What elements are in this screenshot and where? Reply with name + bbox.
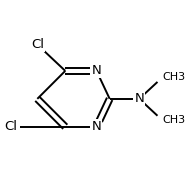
Text: CH3: CH3 (162, 115, 185, 125)
Text: Cl: Cl (31, 38, 44, 51)
Text: N: N (134, 92, 144, 105)
Text: Cl: Cl (4, 120, 17, 133)
Text: CH3: CH3 (162, 72, 185, 83)
Text: N: N (92, 64, 101, 77)
Text: N: N (92, 120, 101, 133)
